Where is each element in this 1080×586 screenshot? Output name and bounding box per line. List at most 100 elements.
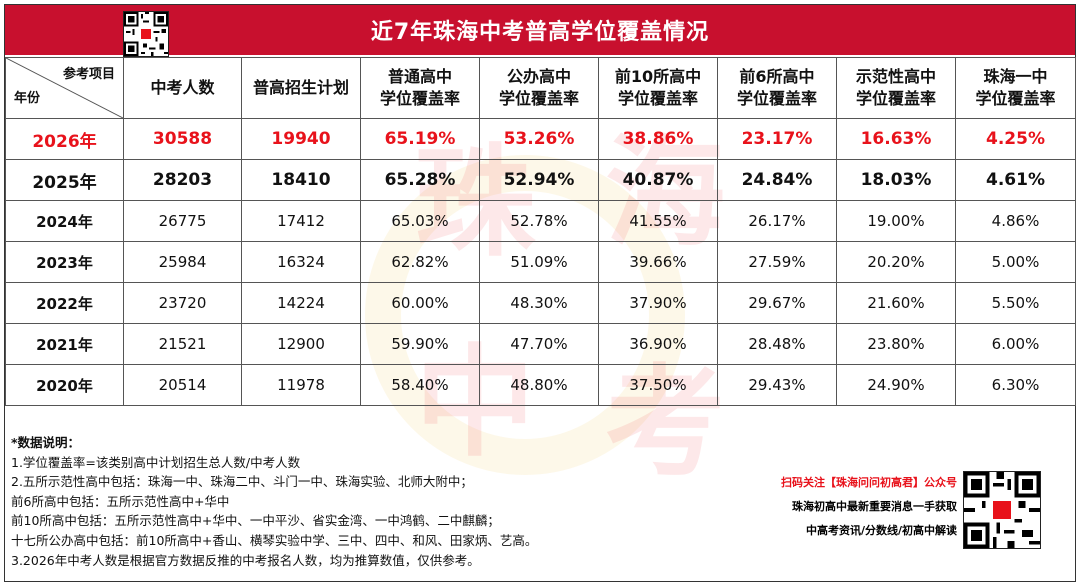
qr-code-icon[interactable] [963, 471, 1041, 549]
promo-line-3: 中高考资讯/分数线/初高中解读 [805, 524, 957, 537]
notes-title: *数据说明： [11, 435, 81, 450]
table-row: 2020年 20514 11978 58.40% 48.80% 37.50% 29.43% 2… [5, 364, 1076, 406]
table-cell: 23.80% [836, 323, 956, 365]
table-cell: 16.63% [836, 118, 956, 160]
column-header: 中考人数 [123, 57, 242, 119]
table-cell: 38.86% [598, 118, 718, 160]
year-cell: 2026年 [5, 118, 124, 160]
table-row: 2021年 21521 12900 59.90% 47.70% 36.90% 28.48% 2… [5, 323, 1076, 365]
table-cell: 24.90% [836, 364, 956, 406]
table-cell: 29.67% [717, 282, 837, 324]
qr-code-icon [123, 11, 169, 57]
header-corner-bottom: 年份 [14, 91, 41, 106]
notes-line: 1.学位覆盖率=该类别高中计划招生总人数/中考人数 [11, 454, 301, 470]
header-corner-cell: 参考项目 年份 [5, 57, 124, 119]
table-cell: 21.60% [836, 282, 956, 324]
table-cell: 19940 [241, 118, 361, 160]
column-header: 前10所高中 学位覆盖率 [598, 57, 718, 119]
table-cell: 16324 [241, 241, 361, 283]
table-cell: 48.80% [479, 364, 599, 406]
table-body: 2026年 30588 19940 65.19% 53.26% 38.86% 23.17% 1… [5, 118, 1076, 406]
table-cell: 21521 [123, 323, 242, 365]
table-cell: 23720 [123, 282, 242, 324]
table-cell: 18410 [241, 159, 361, 201]
table-cell: 6.30% [955, 364, 1076, 406]
table-cell: 23.17% [717, 118, 837, 160]
promo-line-1: 扫码关注【珠海问问初高君】公众号 [781, 476, 957, 489]
page-title: 近7年珠海中考普高学位覆盖情况 [370, 20, 710, 45]
table-cell: 52.94% [479, 159, 599, 201]
table-cell: 58.40% [360, 364, 480, 406]
table-row: 2024年 26775 17412 65.03% 52.78% 41.55% 26.17% 1… [5, 200, 1076, 242]
table-cell: 47.70% [479, 323, 599, 365]
table-cell: 53.26% [479, 118, 599, 160]
table-cell: 27.59% [717, 241, 837, 283]
column-header: 示范性高中 学位覆盖率 [836, 57, 956, 119]
table-cell: 24.84% [717, 159, 837, 201]
column-header: 公办高中 学位覆盖率 [479, 57, 599, 119]
table-cell: 28203 [123, 159, 242, 201]
table-cell: 59.90% [360, 323, 480, 365]
table-cell: 4.61% [955, 159, 1076, 201]
data-notes: *数据说明： 1.学位覆盖率=该类别高中计划招生总人数/中考人数 2.五所示范性… [11, 433, 751, 570]
notes-line: 前10所高中包括：五所示范性高中+华中、一中平沙、省实金湾、一中鸿鹤、二中麒麟； [11, 513, 500, 529]
notes-line: 2.五所示范性高中包括：珠海一中、珠海二中、斗门一中、珠海实验、北师大附中； [11, 474, 473, 490]
table-cell: 40.87% [598, 159, 718, 201]
table-cell: 51.09% [479, 241, 599, 283]
table-cell: 26.17% [717, 200, 837, 242]
promo-text: 扫码关注【珠海问问初高君】公众号 珠海初高中最新重要消息一手获取 中高考资讯/分… [757, 471, 957, 543]
table-cell: 28.48% [717, 323, 837, 365]
table-cell: 36.90% [598, 323, 718, 365]
table-cell: 18.03% [836, 159, 956, 201]
table-cell: 20514 [123, 364, 242, 406]
table-cell: 30588 [123, 118, 242, 160]
table-cell: 37.90% [598, 282, 718, 324]
year-cell: 2025年 [5, 159, 124, 201]
column-header: 普高招生计划 [241, 57, 361, 119]
table-cell: 11978 [241, 364, 361, 406]
table-cell: 60.00% [360, 282, 480, 324]
table-row: 2022年 23720 14224 60.00% 48.30% 37.90% 29.67% 2… [5, 282, 1076, 324]
table-cell: 19.00% [836, 200, 956, 242]
year-cell: 2023年 [5, 241, 124, 283]
table-header-row: 参考项目 年份 中考人数 普高招生计划 普通高中 学位覆盖率 公办高中 学位覆盖率 … [5, 57, 1076, 119]
header-corner-top: 参考项目 [62, 67, 115, 82]
page-frame: 珠 海 中 考 近7年珠海中考普高学位覆盖情况 参考项目 年份 [4, 4, 1076, 582]
column-header: 前6所高中 学位覆盖率 [717, 57, 837, 119]
year-cell: 2024年 [5, 200, 124, 242]
notes-line: 十七所公办高中包括：前10所高中+香山、横琴实验中学、三中、四中、和风、田家炳、… [11, 532, 538, 548]
table-cell: 41.55% [598, 200, 718, 242]
table-cell: 12900 [241, 323, 361, 365]
column-header: 普通高中 学位覆盖率 [360, 57, 480, 119]
table-cell: 65.19% [360, 118, 480, 160]
year-cell: 2021年 [5, 323, 124, 365]
table-row: 2026年 30588 19940 65.19% 53.26% 38.86% 23.17% 1… [5, 118, 1076, 160]
promo-line-2: 珠海初高中最新重要消息一手获取 [792, 500, 957, 513]
table-cell: 17412 [241, 200, 361, 242]
year-cell: 2022年 [5, 282, 124, 324]
year-cell: 2020年 [5, 364, 124, 406]
table-cell: 65.28% [360, 159, 480, 201]
notes-line: 3.2026年中考人数是根据官方数据反推的中考报名人数，均为推算数值，仅供参考。 [11, 552, 480, 568]
table-cell: 20.20% [836, 241, 956, 283]
table-cell: 62.82% [360, 241, 480, 283]
table-cell: 29.43% [717, 364, 837, 406]
table-cell: 4.25% [955, 118, 1076, 160]
column-header: 珠海一中 学位覆盖率 [955, 57, 1076, 119]
table-cell: 39.66% [598, 241, 718, 283]
table-cell: 5.00% [955, 241, 1076, 283]
table-cell: 48.30% [479, 282, 599, 324]
table-row: 2025年 28203 18410 65.28% 52.94% 40.87% 24.84% 1… [5, 159, 1076, 201]
table-cell: 14224 [241, 282, 361, 324]
coverage-table: 参考项目 年份 中考人数 普高招生计划 普通高中 学位覆盖率 公办高中 学位覆盖率 … [5, 57, 1076, 406]
table-cell: 5.50% [955, 282, 1076, 324]
table-cell: 37.50% [598, 364, 718, 406]
table-cell: 65.03% [360, 200, 480, 242]
notes-line: 前6所高中包括：五所示范性高中+华中 [11, 493, 230, 509]
table-cell: 25984 [123, 241, 242, 283]
table-row: 2023年 25984 16324 62.82% 51.09% 39.66% 27.59% 2… [5, 241, 1076, 283]
title-bar: 近7年珠海中考普高学位覆盖情况 [5, 5, 1075, 55]
table-cell: 4.86% [955, 200, 1076, 242]
table-cell: 26775 [123, 200, 242, 242]
table-cell: 52.78% [479, 200, 599, 242]
